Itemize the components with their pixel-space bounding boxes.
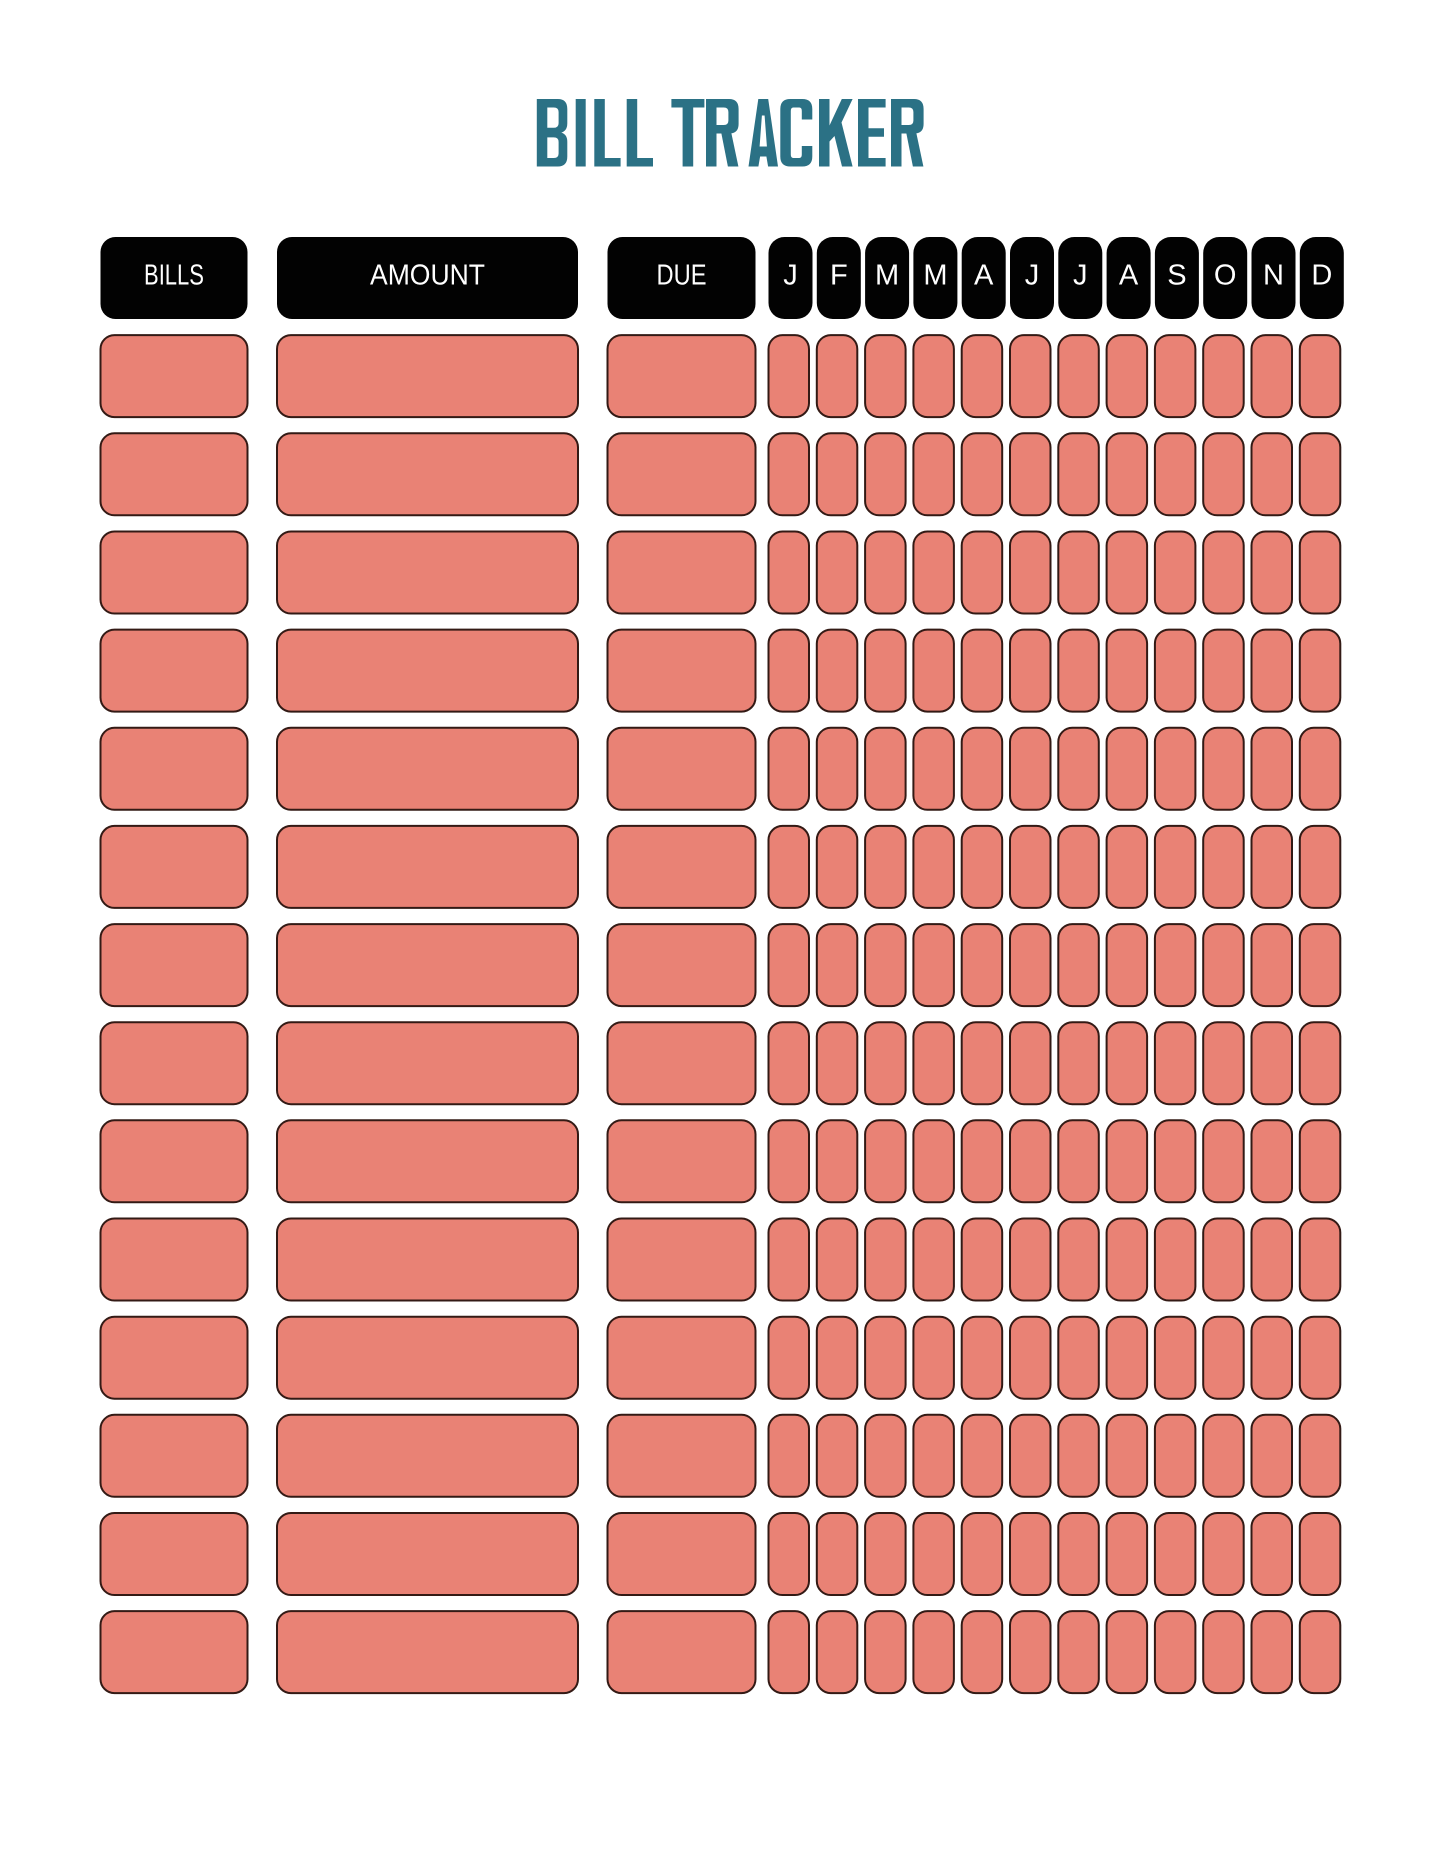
svg-text:D: D: [1311, 260, 1332, 292]
svg-text:J: J: [1073, 260, 1088, 292]
svg-text:M: M: [923, 260, 947, 292]
svg-text:N: N: [1263, 260, 1284, 292]
svg-text:O: O: [1214, 260, 1237, 292]
svg-text:A: A: [974, 260, 994, 292]
svg-text:AMOUNT: AMOUNT: [370, 260, 485, 292]
svg-text:S: S: [1167, 260, 1186, 292]
svg-text:DUE: DUE: [657, 260, 707, 292]
svg-text:BILLS: BILLS: [144, 260, 204, 292]
svg-text:A: A: [1119, 260, 1139, 292]
svg-text:F: F: [830, 260, 848, 292]
svg-text:J: J: [783, 260, 798, 292]
svg-text:M: M: [875, 260, 899, 292]
svg-text:J: J: [1025, 260, 1040, 292]
